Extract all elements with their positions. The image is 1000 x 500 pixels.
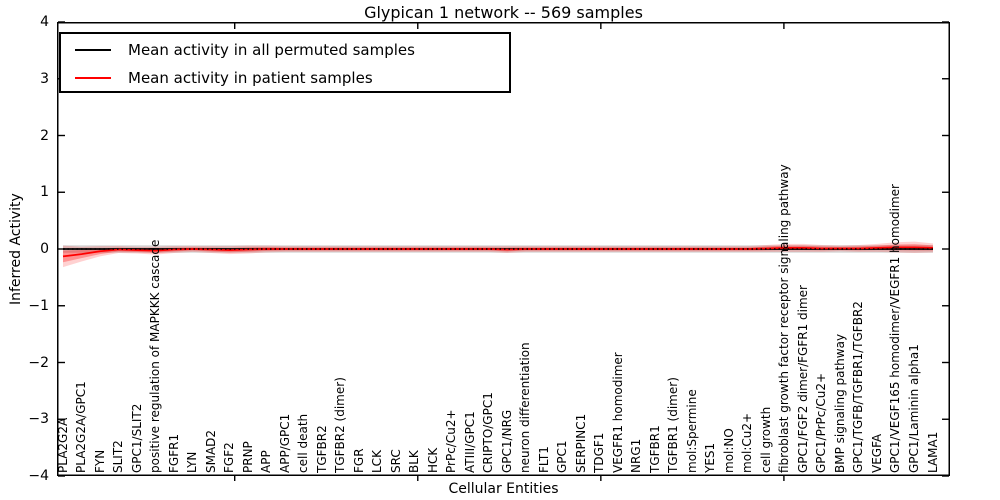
- legend: Mean activity in all permuted samples Me…: [59, 32, 511, 93]
- legend-entry-patient: Mean activity in patient samples: [61, 64, 509, 92]
- x-category-label: SERPINC1: [573, 413, 588, 473]
- y-tick-label: 2: [40, 127, 49, 144]
- x-category-label: mol:Spermine: [684, 389, 699, 473]
- x-category-label: TGFBR1 (dimer): [666, 377, 681, 473]
- band-ff0000: [63, 241, 933, 268]
- axes-spines: [57, 22, 950, 476]
- x-category-label: cell growth: [758, 406, 773, 473]
- x-category-label: APP/GPC1: [277, 413, 292, 473]
- legend-label-permuted: Mean activity in all permuted samples: [128, 41, 415, 59]
- x-category-label: APP: [259, 450, 274, 473]
- x-category-label: PrPc/Cu2+: [444, 409, 459, 473]
- x-category-label: fibroblast growth factor receptor signal…: [777, 164, 792, 473]
- y-tick-label: −3: [28, 411, 49, 428]
- x-category-label: GPC1: [555, 440, 570, 473]
- x-category-label: YES1: [703, 442, 718, 473]
- x-category-label: TGFBR2: [314, 425, 329, 473]
- patient-line-swatch-icon: [75, 77, 111, 79]
- x-category-label: NRG1: [629, 438, 644, 473]
- x-category-label: GPC1/VEGF165 homodimer/VEGFR1 homodimer: [888, 184, 903, 473]
- x-category-label: PLA2G2A: [55, 417, 70, 473]
- x-category-label: LCK: [370, 450, 385, 473]
- x-category-label: GPC1/SLIT2: [129, 403, 144, 473]
- x-category-label: SLIT2: [111, 440, 126, 473]
- x-category-label: FGF2: [222, 442, 237, 473]
- x-category-label: FYN: [92, 449, 107, 473]
- x-category-label: positive regulation of MAPKKK cascade: [148, 239, 163, 473]
- x-category-label: FLT1: [536, 446, 551, 473]
- x-category-label: FGR: [351, 448, 366, 473]
- chart-title: Glypican 1 network -- 569 samples: [364, 3, 643, 22]
- x-category-label: GPC1/NRG: [499, 409, 514, 473]
- y-tick-label: 1: [40, 184, 49, 201]
- legend-label-patient: Mean activity in patient samples: [128, 69, 373, 87]
- y-tick-label: −4: [28, 468, 49, 484]
- x-category-label: PRNP: [240, 441, 255, 473]
- y-tick-label: −1: [28, 297, 49, 314]
- x-category-label: TGFBR1: [647, 425, 662, 473]
- x-category-label: TDGF1: [592, 432, 607, 473]
- y-tick-label: 4: [40, 14, 49, 30]
- plot-area: [57, 21, 950, 481]
- x-category-label: HCK: [425, 447, 440, 473]
- x-category-label: GPC1/Laminin alpha1: [906, 344, 921, 473]
- x-category-label: SMAD2: [203, 429, 218, 473]
- x-category-label: CRIPTO/GPC1: [481, 392, 496, 473]
- legend-entry-permuted: Mean activity in all permuted samples: [61, 36, 509, 64]
- y-tick-label: −2: [28, 354, 49, 371]
- x-category-label: BMP signaling pathway: [832, 333, 847, 473]
- x-category-label: GPC1/TGFB/TGFBR1/TGFBR2: [851, 301, 866, 473]
- permuted-line-swatch-icon: [75, 49, 111, 51]
- x-category-label: TGFBR2 (dimer): [333, 377, 348, 473]
- x-category-label: LAMA1: [925, 431, 940, 473]
- x-category-label: neuron differentiation: [518, 342, 533, 473]
- x-category-label: GPC1/PrPc/Cu2+: [814, 372, 829, 473]
- x-category-label: FGFR1: [166, 433, 181, 473]
- x-category-label: VEGFR1 homodimer: [610, 352, 625, 473]
- x-category-label: mol:NO: [721, 428, 736, 473]
- y-tick-label: 0: [40, 241, 49, 257]
- x-category-label: cell death: [296, 413, 311, 473]
- x-category-label: LYN: [185, 451, 200, 473]
- x-category-label: PLA2G2A/GPC1: [74, 381, 88, 473]
- x-axis-label: Cellular Entities: [448, 481, 559, 497]
- x-category-label: SRC: [388, 449, 403, 473]
- x-category-label: BLK: [407, 450, 422, 473]
- x-category-label: GPC1/FGF2 dimer/FGFR1 dimer: [795, 285, 810, 473]
- y-tick-label: 3: [40, 70, 49, 87]
- x-category-label: ATIII/GPC1: [462, 411, 477, 473]
- x-category-label: mol:Cu2+: [740, 412, 755, 473]
- x-category-label: VEGFA: [869, 433, 884, 473]
